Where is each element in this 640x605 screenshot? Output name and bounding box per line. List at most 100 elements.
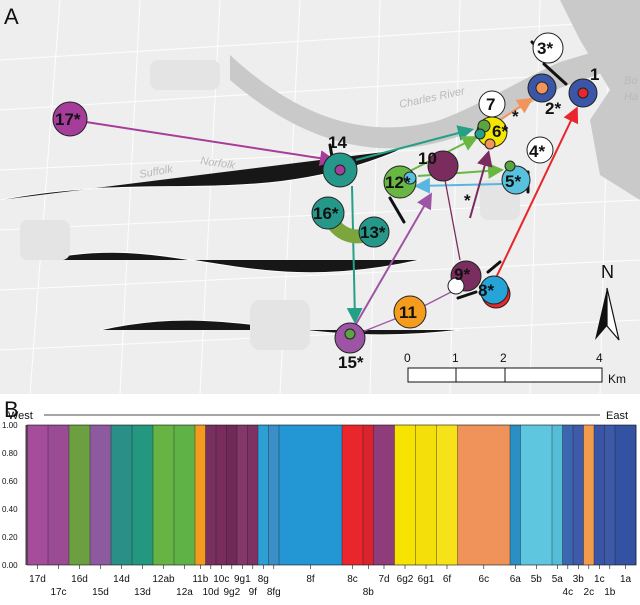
site-13 xyxy=(358,216,390,248)
ancestry-block-15d xyxy=(90,425,112,565)
y-tick-0.80: 0.80 xyxy=(2,449,18,458)
site-5 xyxy=(501,160,531,195)
charles-river xyxy=(230,50,610,149)
north-arrow-left-half xyxy=(595,288,607,340)
population-label-17c: 17c xyxy=(50,587,66,598)
population-label-12a: 12a xyxy=(176,587,193,598)
site-label-17: 17* xyxy=(55,110,81,129)
arrow-8-to-1 xyxy=(493,106,579,283)
ancestry-block-8b xyxy=(363,425,374,565)
structure-panel: B West East 1.00 0.80 0.60 0.40 0.20 0.0… xyxy=(2,397,637,598)
ancestry-block-11b xyxy=(195,425,206,565)
site-8 xyxy=(479,275,511,309)
y-tick-0.60: 0.60 xyxy=(2,477,18,486)
ancestry-block-16d xyxy=(69,425,91,565)
place-norfolk: Norfolk xyxy=(200,155,237,172)
y-tick-0.20: 0.20 xyxy=(2,533,18,542)
population-label-16d: 16d xyxy=(71,574,88,585)
site-label-2: 2* xyxy=(545,99,561,118)
site-4 xyxy=(526,136,554,164)
y-tick-1.00: 1.00 xyxy=(2,421,18,430)
ancestry-block-6g2 xyxy=(394,425,416,565)
scale-tick-4: 4 xyxy=(596,351,603,365)
site-3 xyxy=(532,32,564,64)
population-label-15d: 15d xyxy=(92,587,109,598)
north-label: N xyxy=(601,262,614,282)
site-label-16: 16* xyxy=(313,204,339,223)
population-label-8fg: 8fg xyxy=(267,587,281,598)
population-label-12ab: 12ab xyxy=(152,574,175,585)
ancestry-block-10c xyxy=(216,425,227,565)
ancestry-block-9g1 xyxy=(237,425,248,565)
structure-plot-frame xyxy=(26,424,637,566)
population-label-6g2: 6g2 xyxy=(397,574,414,585)
map-panel: A Charles River Suffolk Norfolk Bo Ha xyxy=(0,0,640,395)
population-labels-top-row: 17d 16d 14d 12ab 11b 10c 9g1 8g 8f 8c 7d 6g2 6g1 6f 6c… xyxy=(29,565,631,585)
site-1 xyxy=(568,78,598,108)
place-suffolk: Suffolk xyxy=(138,163,174,181)
asterisk-mark-upper: * xyxy=(512,107,519,126)
population-label-1c: 1c xyxy=(594,574,605,585)
population-label-3b: 3b xyxy=(573,574,585,585)
population-label-5b: 5b xyxy=(531,574,543,585)
population-label-7d: 7d xyxy=(378,574,389,585)
ancestry-block-17c xyxy=(48,425,70,565)
site-label-13: 13* xyxy=(360,223,386,242)
population-label-14d: 14d xyxy=(113,574,130,585)
site-14 xyxy=(322,152,358,188)
y-tick-0.40: 0.40 xyxy=(2,505,18,514)
structure-y-axis: 1.00 0.80 0.60 0.40 0.20 0.00 xyxy=(2,421,27,570)
site-label-4: 4* xyxy=(529,142,545,161)
site-label-10: 10 xyxy=(418,149,437,168)
population-label-10c: 10c xyxy=(213,574,229,585)
direction-east-label: East xyxy=(606,410,628,422)
site-label-8: 8* xyxy=(478,281,494,300)
population-label-6c: 6c xyxy=(479,574,490,585)
arrow-9-to-6 xyxy=(469,150,493,219)
place-bo: Bo xyxy=(624,75,637,87)
site-15 xyxy=(334,322,366,354)
site-label-12: 12* xyxy=(385,173,411,192)
site-2 xyxy=(527,73,557,103)
site-6 xyxy=(474,116,508,150)
population-label-10d: 10d xyxy=(202,587,219,598)
ancestry-block-9f xyxy=(247,425,259,565)
population-label-8c: 8c xyxy=(347,574,358,585)
population-label-9g2: 9g2 xyxy=(223,587,240,598)
arrow-14-to-15 xyxy=(346,185,363,324)
ancestry-block-14d xyxy=(111,425,133,565)
site-label-7: 7 xyxy=(486,95,495,114)
site-17 xyxy=(52,101,88,137)
ancestry-block-8f xyxy=(279,425,343,565)
site-label-3: 3* xyxy=(537,39,553,58)
ancestry-block-1c xyxy=(594,425,605,565)
ancestry-block-8g xyxy=(258,425,269,565)
north-arrow-right-half xyxy=(606,287,620,341)
population-label-4c: 4c xyxy=(563,587,574,598)
population-label-1b: 1b xyxy=(604,587,616,598)
ancestry-block-5b xyxy=(520,425,553,565)
ancestry-block-6f xyxy=(436,425,458,565)
scale-unit: Km xyxy=(608,372,626,386)
site-11 xyxy=(393,295,427,329)
population-label-8g: 8g xyxy=(258,574,269,585)
scale-bar: 0 1 2 4 Km xyxy=(404,351,626,386)
arrow-5-to-12 xyxy=(414,177,503,194)
site-label-15: 15* xyxy=(338,353,364,372)
direction-west-label: West xyxy=(8,410,33,422)
ancestry-block-10d xyxy=(205,425,217,565)
ancestry-block-6c xyxy=(457,425,511,565)
population-label-17d: 17d xyxy=(29,574,46,585)
site-12 xyxy=(383,165,417,199)
ancestry-block-13d xyxy=(132,425,154,565)
site-label-11: 11 xyxy=(399,303,417,322)
scale-tick-0: 0 xyxy=(404,351,411,365)
site-label-14: 14 xyxy=(328,133,347,152)
population-label-5a: 5a xyxy=(552,574,564,585)
place-ha: Ha xyxy=(624,91,638,103)
ancestry-block-6a xyxy=(510,425,521,565)
ancestry-block-12ab xyxy=(153,425,175,565)
scale-tick-2: 2 xyxy=(500,351,507,365)
population-label-9g1: 9g1 xyxy=(234,574,251,585)
